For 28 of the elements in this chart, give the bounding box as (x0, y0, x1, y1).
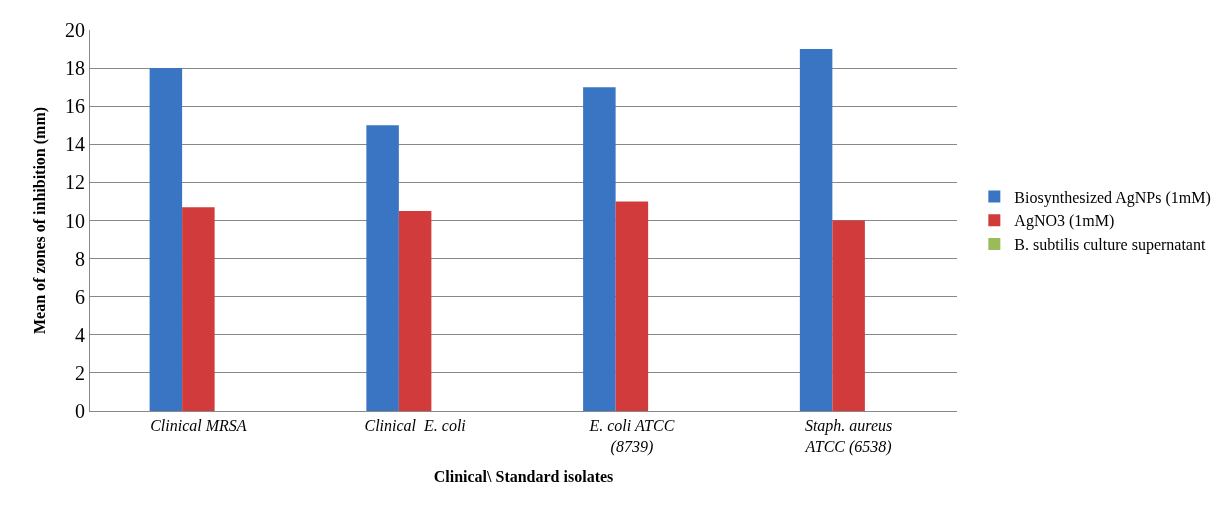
x-tick-label: E. coli ATCC (8739) (588, 417, 675, 456)
legend-label: B. subtilis culture supernatant (1014, 236, 1206, 255)
y-tick-label: 16 (65, 95, 85, 118)
y-tick-label: 12 (65, 171, 85, 194)
y-tick-label: 8 (75, 247, 85, 270)
bar (615, 201, 649, 411)
bar (366, 125, 399, 411)
y-axis-title: Mean of zones of inhibition (mm) (30, 106, 49, 335)
y-tick-label: 6 (75, 285, 85, 308)
bar (149, 68, 183, 411)
legend-label: Biosynthesized AgNPs (1mM) (1014, 188, 1211, 207)
y-tick-label: 14 (65, 133, 85, 156)
y-tick-label: 4 (75, 323, 85, 346)
y-tick-label: 18 (65, 57, 85, 80)
bar (398, 210, 432, 411)
x-axis-title: Clinical\ Standard isolates (433, 467, 614, 485)
y-tick-label: 2 (75, 361, 85, 384)
y-tick-label: 0 (75, 400, 85, 422)
bar (799, 49, 833, 411)
x-tick-label: Staph. aureus ATCC (6538) (804, 417, 893, 456)
y-tick-label: 10 (65, 209, 85, 232)
x-tick-label: Clinical E. coli (364, 417, 466, 435)
legend-label: AgNO3 (1mM) (1014, 212, 1115, 231)
x-tick-label: Clinical MRSA (150, 417, 247, 435)
bar (182, 207, 215, 411)
y-tick-label: 20 (65, 19, 85, 41)
bar (583, 87, 616, 411)
bar (832, 220, 865, 411)
